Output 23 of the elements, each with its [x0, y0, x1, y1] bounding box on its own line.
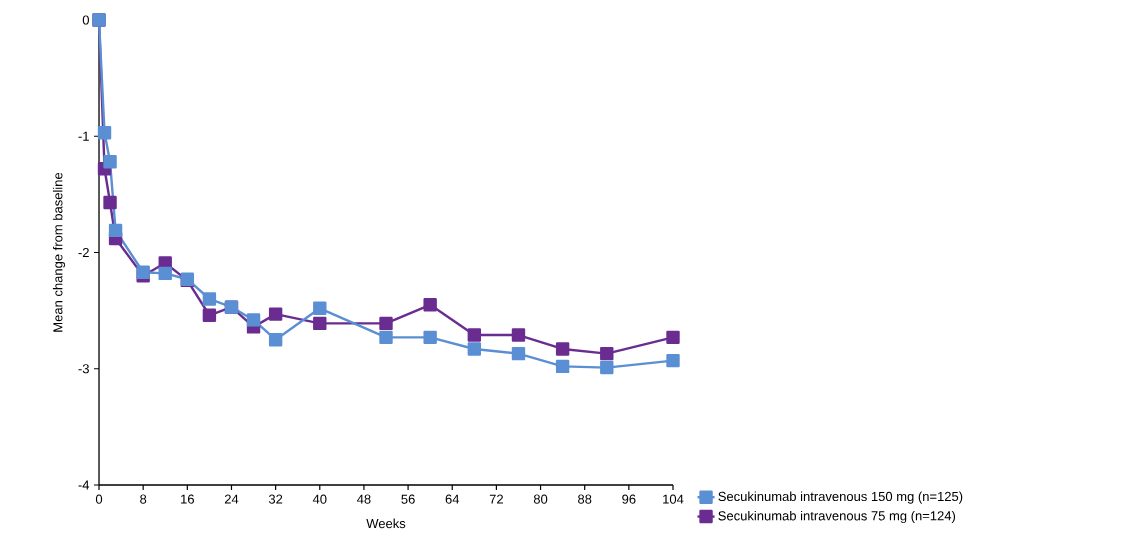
- x-tick-label: 64: [445, 494, 460, 504]
- legend-label: Secukinumab intravenous 75 mg (n=124): [718, 510, 956, 523]
- x-axis-title: Weeks: [366, 518, 406, 529]
- x-tick-label: 0: [95, 494, 103, 504]
- y-tick-label: -1: [78, 131, 89, 141]
- x-tick-label: 72: [489, 494, 503, 504]
- x-tick-label: 40: [312, 494, 327, 504]
- y-tick-label: -4: [78, 480, 90, 490]
- x-tick-label: 32: [268, 494, 283, 504]
- x-tick-label: 80: [533, 494, 548, 504]
- x-tick-label: 48: [357, 494, 371, 504]
- y-tick-label: 0: [82, 15, 89, 25]
- x-tick-label: 96: [622, 494, 636, 504]
- x-tick-label: 16: [181, 494, 194, 504]
- legend-label: Secukinumab intravenous 150 mg (n=125): [718, 491, 963, 504]
- x-tick-label: 24: [224, 494, 239, 504]
- x-tick-label: 88: [578, 494, 592, 504]
- x-tick-label: 56: [401, 494, 415, 504]
- y-tick-label: -2: [78, 247, 89, 258]
- y-tick-label: -3: [78, 364, 89, 374]
- y-axis-title: Mean change from baseline: [52, 172, 66, 332]
- x-tick-label: 8: [140, 494, 147, 504]
- x-tick-label: 104: [663, 494, 684, 504]
